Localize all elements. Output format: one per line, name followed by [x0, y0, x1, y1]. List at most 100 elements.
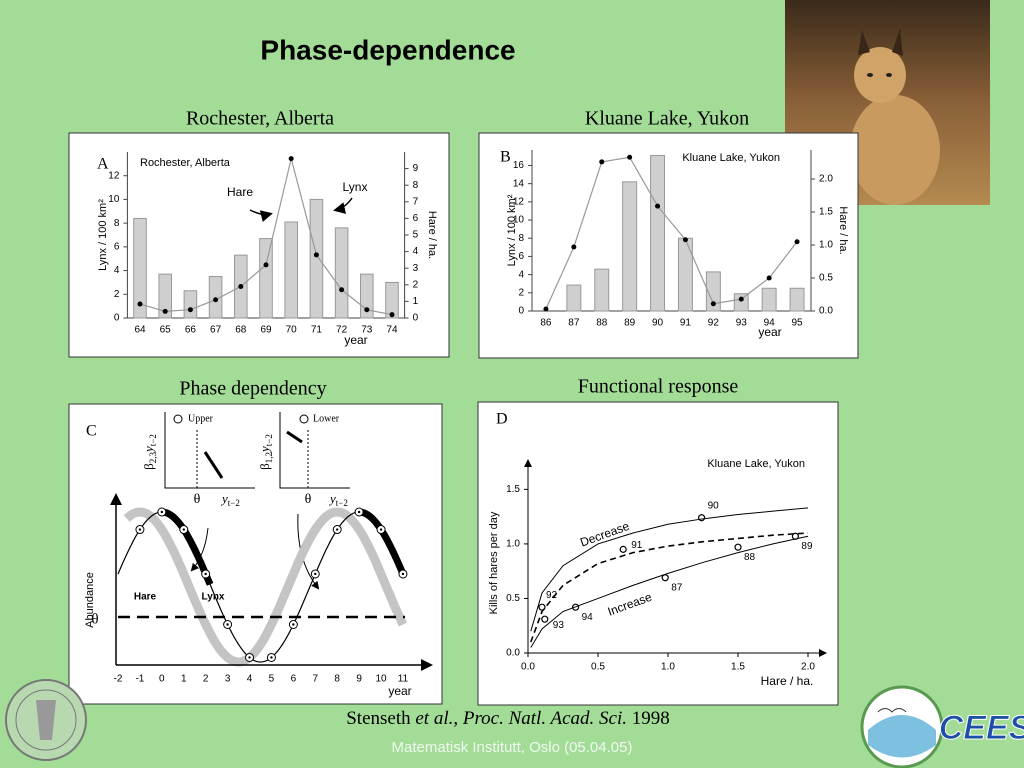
- bar: [733, 293, 749, 312]
- marker-dot: [226, 623, 229, 626]
- svg-text:β2,3yt−2: β2,3yt−2: [141, 434, 158, 470]
- point-label: 90: [708, 500, 720, 511]
- x-tick-label: 87: [568, 318, 580, 329]
- y-tick-label: 1.5: [506, 484, 520, 495]
- point: [571, 244, 577, 250]
- marker-dot: [292, 623, 295, 626]
- marker-dot: [270, 656, 273, 659]
- curve-label: Hare: [134, 592, 157, 603]
- point: [766, 275, 772, 281]
- marker-dot: [314, 572, 317, 576]
- point: [364, 307, 370, 313]
- x-tick-label: 64: [134, 325, 146, 336]
- bar: [650, 154, 666, 312]
- x-tick-label: 92: [708, 318, 720, 329]
- bar: [566, 284, 582, 312]
- bar: [183, 290, 198, 319]
- marker-dot: [182, 528, 185, 531]
- x-tick-label: 73: [361, 325, 373, 336]
- x-tick-label: 67: [210, 325, 222, 336]
- axis-label: year: [388, 684, 411, 698]
- marker-dot: [204, 572, 207, 576]
- point: [339, 287, 345, 293]
- x-tick-label: 1: [181, 674, 187, 685]
- y-tick-label: 4: [518, 269, 524, 280]
- y2-tick-label: 0.5: [819, 273, 833, 284]
- x-tick-label: 71: [311, 325, 323, 336]
- x-tick-label: 5: [269, 674, 275, 685]
- svg-text:Lower: Lower: [313, 413, 340, 424]
- bar: [622, 181, 638, 312]
- x-tick-label: 91: [680, 318, 692, 329]
- x-tick-label: 11: [398, 674, 409, 685]
- marker-dot: [138, 528, 142, 531]
- bar: [284, 221, 298, 319]
- x-tick-label: 68: [235, 325, 247, 336]
- hare-curve: [123, 507, 408, 667]
- x-tick-label: 0.5: [591, 662, 605, 673]
- x-tick-label: 8: [334, 674, 340, 685]
- bar: [594, 268, 610, 312]
- x-tick-label: 89: [624, 318, 636, 329]
- y-tick-label: 12: [513, 196, 525, 207]
- caption: Phase dependency: [179, 378, 326, 400]
- point: [627, 154, 633, 160]
- x-tick-label: 70: [286, 325, 298, 336]
- y-tick-label: 8: [518, 233, 524, 244]
- marker-dot: [248, 656, 251, 659]
- series-label: Lynx: [343, 180, 368, 194]
- x-tick-label: -2: [114, 674, 123, 685]
- point: [599, 159, 605, 165]
- y-axis-label: Kills of hares per day: [488, 511, 500, 614]
- y-tick-label: 14: [513, 178, 525, 189]
- y2-tick-label: 2: [413, 279, 419, 290]
- x-tick-label: -1: [135, 674, 144, 685]
- point-label: 91: [631, 540, 643, 551]
- y-tick-label: 0.5: [506, 593, 520, 604]
- svg-text:yt−2: yt−2: [220, 491, 240, 508]
- line: [545, 156, 798, 310]
- x-tick-label: 4: [247, 674, 253, 685]
- y2-tick-label: 1.5: [819, 207, 833, 218]
- y2-tick-label: 7: [413, 196, 419, 207]
- bar: [259, 238, 273, 319]
- axis: [531, 150, 812, 312]
- x-tick-label: 65: [160, 325, 172, 336]
- university-seal: [5, 679, 87, 761]
- x-tick-label: 0: [159, 674, 165, 685]
- y2-tick-label: 8: [413, 180, 419, 191]
- point: [619, 545, 627, 553]
- bar: [677, 237, 693, 312]
- x-tick-label: 9: [356, 674, 362, 685]
- point: [661, 574, 669, 582]
- bar: [133, 217, 147, 319]
- x-tick-label: 3: [225, 674, 231, 685]
- y-tick-label: 12: [108, 170, 120, 181]
- point: [541, 615, 549, 623]
- arrow: [249, 209, 273, 222]
- point-label: 94: [582, 612, 594, 623]
- panel-letter: A: [97, 156, 109, 173]
- chart-title: Kluane Lake, Yukon: [707, 458, 805, 470]
- x-tick-label: 1.5: [731, 662, 745, 673]
- x-axis-label: year: [758, 325, 781, 339]
- inset-upper: Upper β2,3yt−2 θ yt−2: [141, 412, 255, 508]
- point: [655, 203, 661, 209]
- y2-tick-label: 4: [413, 246, 419, 257]
- marker-dot: [401, 572, 405, 576]
- point: [738, 296, 744, 302]
- curve: [530, 532, 809, 643]
- panel: [68, 403, 443, 705]
- x-tick-label: 10: [375, 674, 387, 685]
- x-tick-label: 95: [791, 318, 803, 329]
- bar: [705, 271, 721, 312]
- panel-letter: B: [500, 149, 511, 166]
- y-tick-label: 2: [518, 287, 524, 298]
- slide-title: Phase-dependence: [260, 34, 515, 65]
- bar: [309, 198, 324, 319]
- curve: [530, 535, 809, 648]
- curve: [530, 507, 809, 632]
- point: [389, 312, 395, 318]
- point-label: 88: [744, 552, 756, 563]
- caption: Functional response: [578, 376, 739, 398]
